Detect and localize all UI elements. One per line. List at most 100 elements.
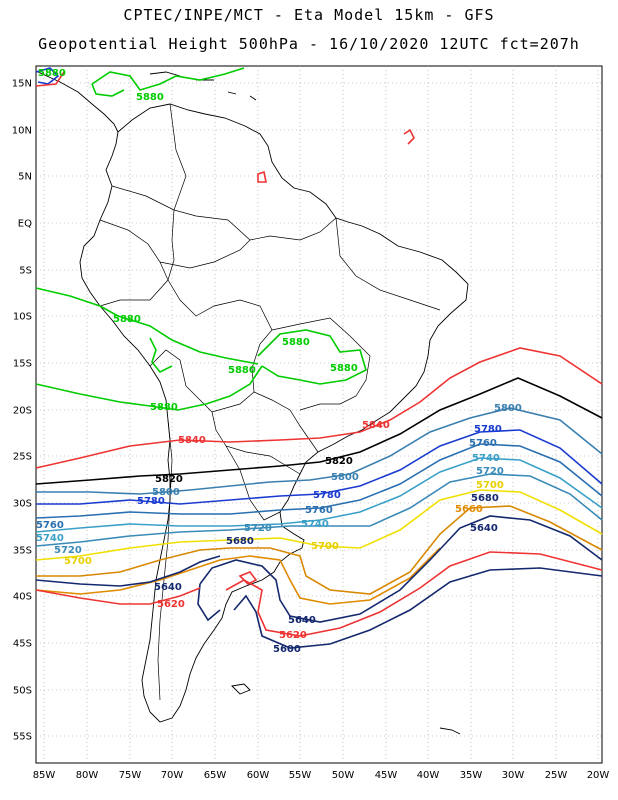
contour-5660 [35,547,441,605]
lat-tick-label: 10N [12,126,32,137]
contour-5820 [35,377,603,485]
lat-tick-label: 55S [13,732,32,743]
lon-tick-label: 70W [161,770,184,781]
contour-label: 5740 [472,453,500,464]
falklands [231,683,251,695]
contour-5880-e [91,67,245,91]
south-america-coastline [79,103,469,723]
lon-tick-label: 55W [289,770,312,781]
contour-label: 5880 [38,68,66,79]
lat-tick-label: 20S [13,406,32,417]
contour-label: 5760 [36,520,64,531]
contour-label: 5680 [226,536,254,547]
land-outlines [37,71,469,735]
contour-label: 5640 [154,582,182,593]
lat-tick-label: 15S [13,359,32,370]
contour-low-center [238,571,258,585]
contour-label: 5640 [470,523,498,534]
lat-tick-label: 40S [13,592,32,603]
latitude-labels: 15N 10N 5N EQ 5S 10S 15S 20S 25S 30S 35S 40S 45S 50S 5… [12,79,32,743]
contour-5640-c [197,583,221,622]
contour-label: 5600 [273,644,301,655]
contour-5600 [233,567,603,649]
contour-label: 5880 [113,314,141,325]
contour-label: 5880 [282,337,310,348]
contour-small-red-north [403,128,415,145]
lon-tick-label: 65W [204,770,227,781]
contour-label: 5820 [325,456,353,467]
contour-label: 5720 [476,466,504,477]
lon-tick-label: 45W [375,770,398,781]
contour-5640-b [199,515,603,623]
contour-5880-b [35,365,263,411]
contour-label: 5780 [137,496,165,507]
contour-5800 [36,407,603,495]
contour-label: 5820 [155,474,183,485]
contour-label: 5780 [474,424,502,435]
lon-tick-label: 60W [247,770,270,781]
contour-top-left-red [35,71,65,87]
contour-label: 5780 [313,490,341,501]
contour-5620-a [35,587,201,605]
contour-label: 5760 [305,505,333,516]
contour-label: 5700 [64,556,92,567]
contour-label: 5700 [476,480,504,491]
lon-tick-label: 85W [33,770,56,781]
lat-tick-label: 50S [13,686,32,697]
contour-label: 5620 [157,599,185,610]
lat-tick-label: 10S [13,312,32,323]
contour-small-red-guianas [257,170,267,183]
contour-label: 5880 [228,365,256,376]
contour-5640-a [35,555,221,587]
map-frame [35,65,603,764]
contour-5880-f [91,83,125,97]
chart-title-line-1: CPTEC/INPE/MCT - Eta Model 15km - GFS [123,6,495,24]
chart-title-line-2: Geopotential Height 500hPa - 16/10/2020 … [38,35,580,53]
caribbean-islands [149,71,257,101]
contour-lines [35,67,603,649]
contour-label: 5640 [288,615,316,626]
contour-labels: 5880 5880 5880 5880 5880 5880 5880 5840 … [36,68,522,655]
contour-5740 [35,457,603,533]
contour-5680 [36,505,603,595]
lon-tick-label: 40W [417,770,440,781]
contour-5720 [35,473,603,547]
contour-label: 5660 [455,504,483,515]
lon-tick-label: 35W [460,770,483,781]
lon-tick-label: 80W [76,770,99,781]
lat-tick-label: 45S [13,639,32,650]
contour-label: 5740 [36,533,64,544]
lat-tick-label: 15N [12,79,32,90]
lat-tick-label: EQ [18,219,32,230]
contour-label: 5800 [152,487,180,498]
contour-label: 5880 [150,402,178,413]
contour-label: 5800 [494,403,522,414]
south-georgia [439,727,461,735]
lon-tick-label: 30W [502,770,525,781]
contour-5880-a [35,287,259,365]
longitude-labels: 85W 80W 75W 70W 65W 60W 55W 50W 45W 40W 35W 30W 25W 2… [33,770,610,781]
contour-label: 5880 [136,92,164,103]
central-america-outline [37,71,119,133]
lat-tick-label: 35S [13,546,32,557]
contour-label: 5760 [469,438,497,449]
contour-label: 5800 [331,472,359,483]
contour-label: 5740 [301,519,329,530]
lat-tick-label: 5N [18,172,32,183]
lon-tick-label: 25W [545,770,568,781]
country-borders [99,103,441,701]
contour-5760 [35,443,603,519]
contour-5840 [35,347,603,469]
contour-5880-d [257,329,367,385]
contour-label: 5880 [330,363,358,374]
contour-top-left-cluster [35,67,60,85]
lat-tick-label: 30S [13,499,32,510]
contour-label: 5840 [178,435,206,446]
contour-5700 [35,489,603,561]
lat-tick-label: 5S [19,266,32,277]
contour-label: 5840 [362,420,390,431]
lat-tick-label: 25S [13,452,32,463]
contour-label: 5700 [311,541,339,552]
contour-label: 5680 [471,493,499,504]
